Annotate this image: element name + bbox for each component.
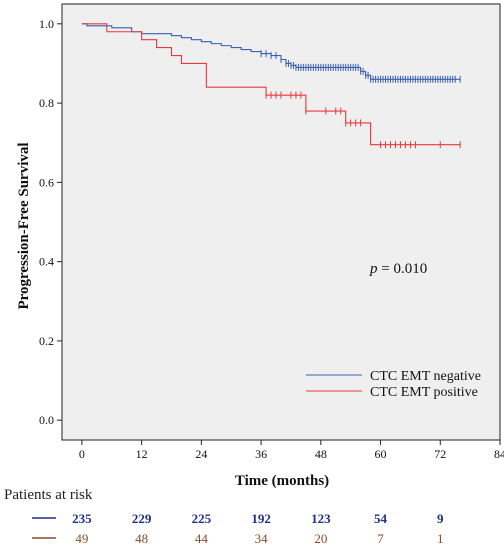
x-tick-label: 36 bbox=[255, 447, 267, 461]
legend-label: CTC EMT positive bbox=[370, 385, 478, 400]
risk-count: 9 bbox=[437, 511, 444, 526]
risk-count: 34 bbox=[255, 531, 269, 546]
x-tick-label: 0 bbox=[79, 447, 85, 461]
risk-count: 1 bbox=[437, 531, 444, 546]
risk-table-title: Patients at risk bbox=[4, 487, 93, 503]
x-axis-label: Time (months) bbox=[235, 473, 329, 489]
y-axis-label: Progression-Free Survival bbox=[16, 142, 32, 309]
risk-count: 229 bbox=[132, 511, 152, 526]
risk-count: 20 bbox=[314, 531, 327, 546]
risk-count: 123 bbox=[311, 511, 331, 526]
x-tick-label: 84 bbox=[494, 447, 504, 461]
series-line-2 bbox=[81, 23, 461, 146]
risk-count: 44 bbox=[195, 531, 209, 546]
y-tick-label: 1.0 bbox=[39, 17, 54, 31]
x-tick-label: 72 bbox=[434, 447, 446, 461]
risk-count: 49 bbox=[75, 531, 88, 546]
p-value-text: = 0.010 bbox=[378, 261, 428, 277]
risk-count: 225 bbox=[192, 511, 212, 526]
y-tick-label: 0.4 bbox=[39, 255, 54, 269]
risk-count: 192 bbox=[251, 511, 271, 526]
risk-count: 54 bbox=[374, 511, 388, 526]
plot-background bbox=[61, 3, 501, 441]
risk-table: 235 229 225 192 123 54 9 49 48 44 34 20 7 1 bbox=[32, 511, 444, 546]
risk-count: 235 bbox=[72, 511, 92, 526]
y-tick-label: 0.8 bbox=[39, 96, 54, 110]
x-tick-label: 60 bbox=[375, 447, 387, 461]
p-value-annotation: p = 0.010 bbox=[369, 261, 427, 277]
y-tick-label: 0.0 bbox=[39, 413, 54, 427]
x-tick-label: 24 bbox=[195, 447, 207, 461]
y-tick-label: 0.6 bbox=[39, 175, 54, 189]
legend-label: CTC EMT negative bbox=[370, 369, 481, 384]
axis-ticks: 0 12 24 36 48 60 72 84 0.0 0.2 0.4 0.6 0.8 1.0 bbox=[39, 17, 504, 461]
x-tick-label: 48 bbox=[315, 447, 327, 461]
y-tick-label: 0.2 bbox=[39, 334, 54, 348]
p-value-symbol: p bbox=[369, 261, 378, 277]
x-tick-label: 12 bbox=[136, 447, 148, 461]
risk-count: 7 bbox=[377, 531, 384, 546]
risk-count: 48 bbox=[135, 531, 148, 546]
series-layer bbox=[81, 23, 461, 149]
